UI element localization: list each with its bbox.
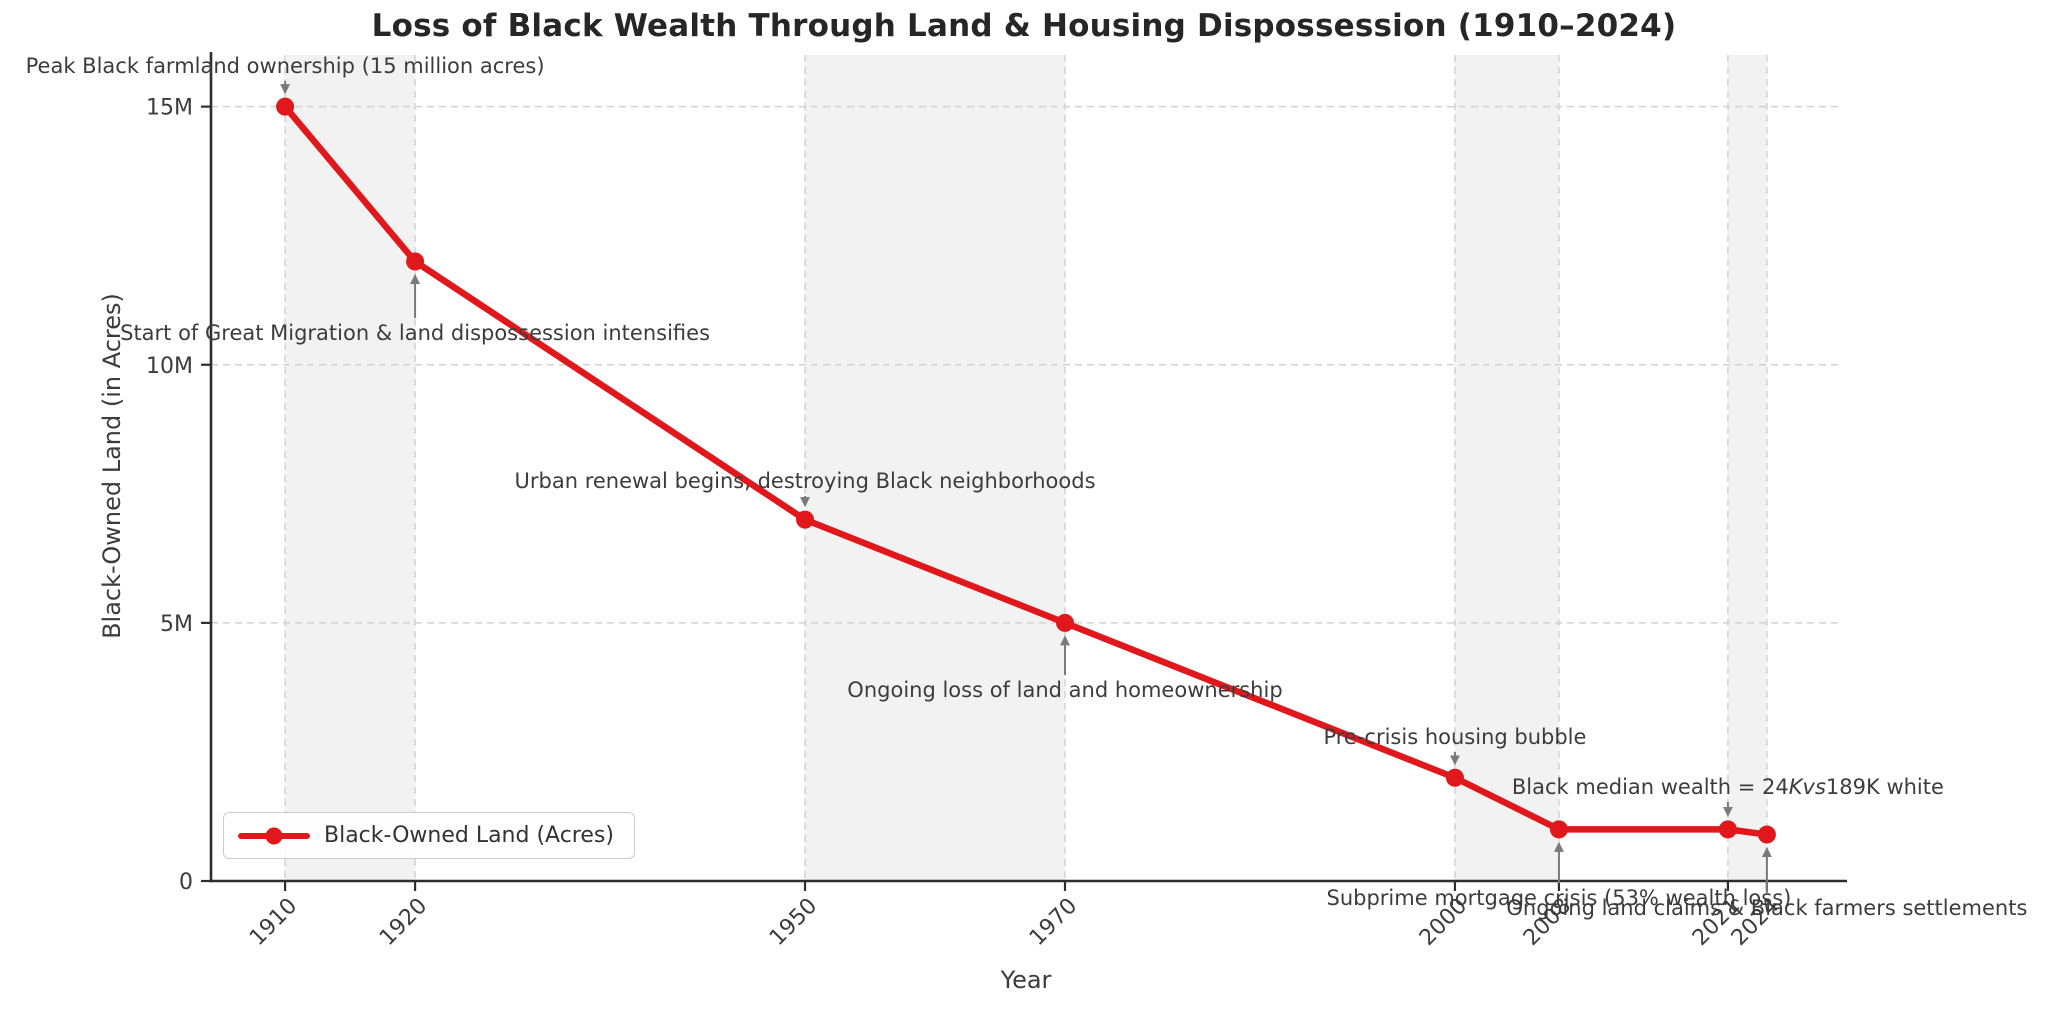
highlight-band [805,55,1065,881]
legend: Black-Owned Land (Acres) [223,812,635,859]
annotation-text: Ongoing land claims & Black farmers sett… [1506,896,2027,920]
annotation-text: Peak Black farmland ownership (15 millio… [26,54,545,78]
x-tick-label: 1950 [765,894,822,951]
highlight-band [285,55,416,881]
y-axis-label: Black-Owned Land (in Acres) [98,293,126,639]
data-point [1055,613,1074,632]
y-tick-label: 15M [146,96,193,121]
data-point [1718,820,1737,839]
annotation-text: Urban renewal begins, destroying Black n… [515,469,1096,493]
annotation-text: Ongoing loss of land and homeownership [847,678,1282,702]
annotation-text: Subprime mortgage crisis (53% wealth los… [1327,886,1792,910]
annotation-text: Black median wealth = 24Kvs189K white [1512,775,1944,799]
data-point [1757,825,1776,844]
data-point [406,252,425,271]
chart-title: Loss of Black Wealth Through Land & Hous… [371,8,1677,44]
x-tick-label: 1920 [375,894,432,951]
annotation-text: Pre-crisis housing bubble [1323,725,1586,749]
highlight-band [1454,55,1559,881]
y-tick-label: 0 [179,870,193,895]
legend-line-marker-icon [238,827,310,844]
data-line [281,103,1771,838]
data-point [276,97,295,116]
data-point [1549,820,1568,839]
data-point [1445,768,1464,787]
data-point [796,510,815,529]
x-tick-label: 1910 [245,894,302,951]
highlight-band [1727,55,1767,881]
x-tick-label: 1970 [1025,894,1082,951]
y-tick-label: 5M [160,612,193,637]
x-axis-label: Year [1000,966,1052,994]
legend-label: Black-Owned Land (Acres) [324,823,614,848]
y-tick-label: 10M [146,354,193,379]
annotation-text: Start of Great Migration & land disposse… [120,321,710,345]
